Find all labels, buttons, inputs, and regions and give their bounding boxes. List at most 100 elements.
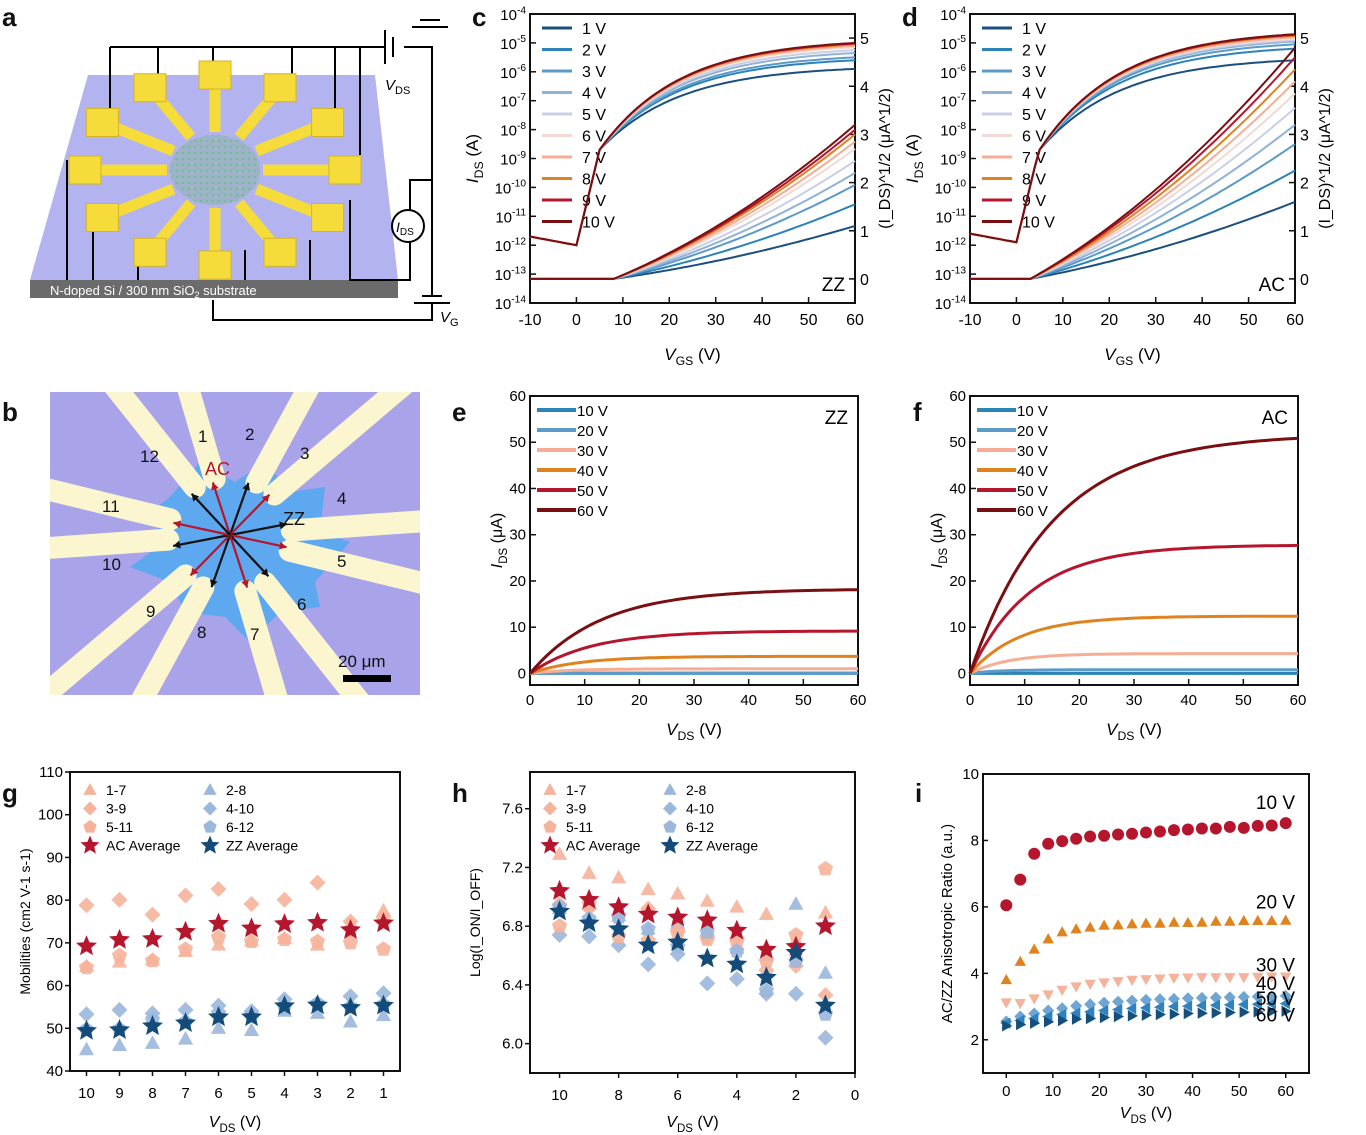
plot-frame [69, 771, 401, 1072]
series-sqrt-line [970, 92, 1296, 280]
data-point [1028, 847, 1041, 860]
x-tick-label: 20 [1071, 692, 1088, 709]
legend-label: 4 V [582, 86, 606, 103]
data-point [814, 915, 836, 936]
series-log-line [529, 41, 856, 247]
data-point [111, 891, 128, 908]
y-left-tick-label: 10-4 [940, 5, 966, 24]
data-point [817, 1029, 834, 1046]
legend-label: 2 V [582, 43, 606, 60]
data-point [208, 912, 229, 933]
data-point [1056, 1008, 1067, 1021]
ac-direction-label: AC [205, 459, 230, 479]
data-point [1223, 820, 1236, 833]
series-log-line [969, 33, 1296, 244]
x-tick-label: 50 [795, 692, 812, 709]
data-point [608, 918, 630, 939]
data-point [549, 900, 571, 921]
legend-label: 60 V [577, 503, 608, 520]
data-point [1168, 973, 1180, 984]
data-point [177, 887, 194, 904]
data-point [1002, 1020, 1013, 1032]
legend-label: 40 V [577, 463, 608, 480]
data-point [640, 956, 657, 973]
y-tick-label: 50 [46, 1020, 63, 1037]
x-tick-label: 20 [1100, 312, 1118, 329]
chart-i-anisotropic-ratio: 0 10 20 30 40 50 60 2 4 6 8 10 VDS (V) AC/ZZ Anisotro… [939, 766, 1310, 1126]
x-axis-label: VDS (V) [209, 1114, 261, 1135]
y-left-axis-label: IDS (A) [463, 134, 486, 183]
data-point [1153, 1001, 1165, 1013]
data-point [1224, 915, 1236, 926]
y-left-tick-label: 10-13 [935, 265, 967, 284]
data-point [373, 994, 394, 1015]
series-label: 50 V [1256, 989, 1295, 1010]
data-point [729, 934, 745, 949]
series-sqrt-line [530, 172, 856, 280]
x-tick-label: 10 [1016, 692, 1033, 709]
data-point [1239, 1006, 1250, 1018]
data-point [1057, 1014, 1069, 1027]
series-label: 60 V [1256, 1006, 1295, 1027]
y-tick-label: 70 [46, 935, 63, 952]
data-point [1252, 914, 1264, 926]
y-tick-label: 60 [46, 978, 63, 995]
data-point [1238, 914, 1250, 926]
data-point [1182, 973, 1194, 984]
y-tick-label: 30 [509, 527, 526, 544]
data-point [1000, 973, 1012, 985]
legend-marker [543, 820, 557, 833]
y-tick-label: 6.8 [502, 918, 523, 935]
legend-marker [203, 783, 217, 795]
data-point [1028, 994, 1040, 1005]
scale-bar [343, 675, 391, 682]
data-point [309, 874, 326, 891]
x-axis-label: VDS (V) [1120, 1105, 1172, 1126]
x-tick-label: 60 [1277, 1083, 1294, 1100]
x-tick-label: 30 [1138, 1083, 1155, 1100]
x-tick-label: 3 [313, 1085, 321, 1102]
data-point [1279, 817, 1292, 830]
data-point [696, 909, 718, 930]
data-point [1265, 819, 1278, 832]
legend-label: 8 V [582, 172, 606, 189]
data-point [758, 953, 774, 968]
y-tick-label: 90 [46, 849, 63, 866]
series-log-line [529, 52, 856, 247]
data-point [699, 975, 716, 992]
panel-label-b: b [2, 397, 18, 427]
series-line [969, 668, 1298, 675]
data-point [340, 919, 361, 939]
electrode-pad [311, 203, 345, 232]
electrode-pad [198, 250, 232, 280]
y-tick-label: 4 [971, 965, 979, 982]
panel-label-f: f [913, 397, 922, 427]
legend-label: 7 V [582, 150, 606, 167]
data-point [549, 879, 571, 900]
data-point [1266, 972, 1278, 983]
data-point [144, 952, 161, 968]
chart-f-output-ac: 0 10 20 30 40 50 60 0 10 20 30 40 50 60 VDS (V) IDS (μA… [929, 388, 1306, 743]
data-point [1140, 1002, 1151, 1014]
data-point [208, 1006, 229, 1027]
y-tick-label: 6 [971, 899, 979, 916]
data-point [1280, 972, 1292, 983]
legend-label: 2-8 [686, 782, 706, 798]
y-right-tick-label: 1 [860, 224, 869, 241]
data-point [78, 959, 95, 975]
x-tick-label: 0 [572, 312, 581, 329]
device-schematic: IDS VDS VG N-doped Si / 300 nm SiO2 subs… [30, 19, 459, 329]
series-log-line [529, 49, 856, 247]
ac-arrow [228, 534, 249, 588]
arrow-head [190, 567, 199, 576]
electrode-number: 5 [337, 552, 346, 571]
flake-region [130, 462, 350, 642]
data-point [1014, 999, 1026, 1010]
data-point [1251, 998, 1262, 1010]
data-point [608, 896, 630, 916]
data-point [175, 920, 196, 941]
data-point [696, 947, 718, 968]
legend-label: 4-10 [686, 801, 714, 817]
data-point [1070, 982, 1082, 993]
